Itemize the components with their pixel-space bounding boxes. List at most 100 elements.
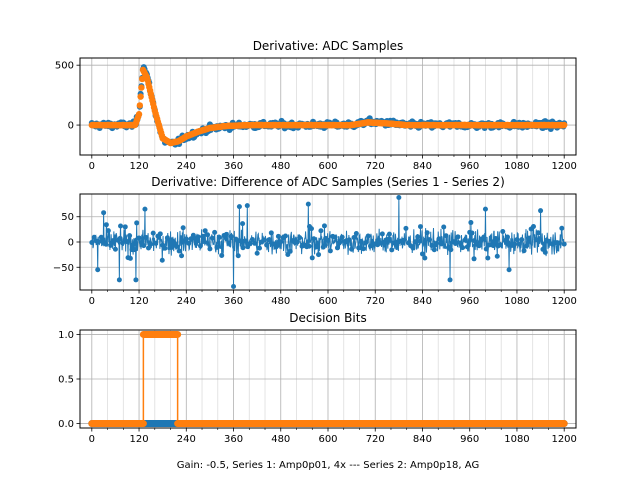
data-point [321, 223, 327, 229]
data-point [360, 246, 366, 252]
x-tick-label: 240 [177, 434, 196, 445]
x-tick-label: 480 [271, 296, 290, 307]
data-point [457, 240, 463, 246]
data-point [188, 236, 194, 242]
x-tick-label: 1200 [551, 296, 576, 307]
data-point [186, 240, 192, 246]
data-point [207, 246, 213, 252]
data-point [249, 236, 255, 242]
x-tick-label: 600 [318, 434, 337, 445]
data-point [443, 233, 449, 239]
x-tick-label: 960 [460, 296, 479, 307]
data-point [460, 245, 466, 251]
x-tick-label: 480 [271, 161, 290, 172]
data-point [136, 102, 144, 109]
x-tick-label: 720 [366, 161, 385, 172]
data-point [294, 239, 300, 245]
data-point [143, 234, 149, 240]
x-tick-label: 480 [271, 434, 290, 445]
plot-area [89, 195, 567, 289]
data-point [327, 248, 333, 254]
data-point [209, 235, 215, 241]
data-point [556, 240, 562, 246]
data-point [257, 245, 263, 251]
data-point [521, 248, 527, 254]
data-point [427, 237, 433, 243]
data-point [379, 231, 385, 237]
data-point [481, 234, 487, 240]
y-tick-label: 0 [68, 238, 74, 249]
data-point [493, 235, 499, 241]
panel-decision-bits: 0 120 240 360 480 600 720 840 960 1080 1200 0.0 0.5… [58, 311, 577, 471]
data-point [485, 255, 491, 261]
data-point [98, 234, 104, 240]
data-point [441, 224, 447, 230]
data-point [542, 249, 548, 255]
data-point [228, 233, 234, 239]
data-point [141, 243, 147, 249]
data-point [502, 238, 508, 244]
data-point [365, 233, 371, 239]
data-point [424, 230, 430, 236]
data-point [471, 238, 477, 244]
data-point [396, 195, 402, 201]
data-point [320, 244, 326, 250]
data-point [122, 224, 128, 230]
data-point [436, 236, 442, 242]
x-tick-label: 720 [366, 296, 385, 307]
data-point [497, 242, 503, 248]
y-tick-label: 1.0 [58, 330, 74, 341]
data-point [476, 243, 482, 249]
data-point [464, 244, 470, 250]
data-point [137, 93, 144, 100]
data-point [238, 238, 244, 244]
panel-adc-samples: 0 120 240 360 480 600 720 840 960 1080 1200 0 500 D… [55, 39, 577, 172]
data-point [118, 223, 124, 229]
data-point [252, 240, 258, 246]
data-point [422, 255, 428, 261]
data-point [483, 246, 489, 252]
x-tick-label: 1200 [551, 161, 576, 172]
data-point [332, 234, 338, 240]
data-point [278, 239, 284, 245]
data-point [247, 241, 253, 247]
x-tick-label: 120 [130, 161, 149, 172]
data-point [494, 253, 500, 259]
data-point [150, 230, 156, 236]
data-point [353, 231, 359, 237]
data-point [358, 238, 364, 244]
data-point [103, 222, 109, 228]
data-point [429, 242, 435, 248]
plot-area [88, 64, 568, 148]
data-point [264, 242, 270, 248]
data-point [349, 246, 355, 252]
data-point [318, 228, 324, 234]
data-point [297, 235, 303, 241]
data-point [195, 234, 201, 240]
data-point [134, 220, 140, 226]
data-point [110, 238, 116, 244]
data-point [514, 237, 520, 243]
x-axis: 0 120 240 360 480 600 720 840 960 1080 1200 [89, 290, 577, 307]
data-point [261, 237, 267, 243]
data-point [560, 121, 568, 129]
data-point [538, 208, 544, 214]
data-point [448, 247, 454, 253]
x-tick-label: 960 [460, 434, 479, 445]
data-point [506, 267, 512, 273]
data-point [308, 226, 314, 232]
x-tick-label: 360 [224, 296, 243, 307]
data-point [519, 237, 525, 243]
x-tick-label: 120 [130, 434, 149, 445]
data-point [223, 231, 229, 237]
series-2 [88, 66, 568, 147]
data-point [179, 253, 185, 259]
data-point [200, 233, 206, 239]
data-point [351, 234, 357, 240]
data-point [240, 221, 246, 227]
chart-title: Derivative: ADC Samples [253, 39, 404, 53]
data-point [490, 243, 496, 249]
data-point [282, 233, 288, 239]
data-point [216, 234, 222, 240]
data-point [135, 111, 143, 118]
